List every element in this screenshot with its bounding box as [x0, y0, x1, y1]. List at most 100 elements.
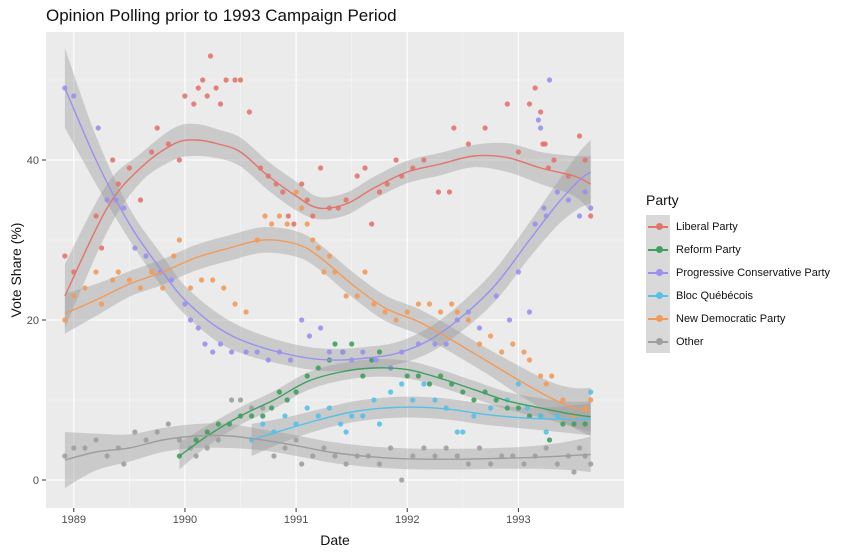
other-point	[176, 437, 182, 443]
new-democratic-party-point	[362, 269, 368, 275]
other-point	[204, 445, 210, 451]
liberal-party-point	[551, 157, 557, 163]
reform-party-point	[404, 373, 410, 379]
liberal-party-point	[257, 165, 264, 171]
liberal-party-point	[318, 165, 324, 171]
bloc-quebecois-point	[554, 413, 560, 419]
progressive-conservative-party-point	[506, 317, 513, 323]
new-democratic-party-point	[393, 317, 399, 323]
bloc-quebecois-point	[524, 405, 530, 411]
other-point	[510, 453, 516, 459]
new-democratic-party-point	[262, 213, 268, 219]
other-point	[499, 453, 505, 459]
progressive-conservative-party-point	[360, 349, 366, 355]
new-democratic-party-point	[232, 301, 238, 307]
liberal-party-point	[217, 101, 224, 107]
legend-dot-swatch	[655, 269, 663, 276]
new-democratic-party-point	[269, 221, 275, 227]
other-point	[332, 453, 338, 459]
progressive-conservative-party-point	[71, 93, 77, 99]
legend-label: New Democratic Party	[676, 312, 786, 325]
other-point	[310, 453, 316, 459]
liberal-party-point	[576, 133, 583, 139]
x-axis-title: Date	[320, 532, 350, 548]
bloc-quebecois-point	[488, 405, 494, 411]
progressive-conservative-party-point	[576, 213, 583, 219]
reform-party-point	[582, 421, 588, 427]
new-democratic-party-point	[293, 189, 299, 195]
bloc-quebecois-point	[315, 413, 321, 419]
new-democratic-party-point	[126, 277, 132, 283]
other-point	[282, 445, 288, 451]
liberal-party-point	[451, 125, 457, 131]
other-point	[62, 453, 68, 459]
reform-party-point	[276, 389, 282, 395]
reform-party-point	[284, 397, 290, 403]
legend-key-progressive-conservative-party	[646, 261, 670, 284]
other-point	[104, 453, 110, 459]
bloc-quebecois-point	[588, 389, 594, 395]
x-tick-label: 1989	[62, 514, 86, 526]
legend: Party Liberal Party Reform Party Progressi…	[646, 192, 830, 353]
bloc-quebecois-point	[460, 429, 466, 435]
progressive-conservative-party-point	[254, 349, 260, 355]
new-democratic-party-trend-line	[64, 239, 591, 413]
reform-party-point	[571, 421, 577, 427]
other-point	[321, 445, 327, 451]
liberal-party-point	[362, 165, 368, 171]
legend-dot-swatch	[655, 292, 663, 299]
other-point	[165, 421, 171, 427]
liberal-party-point	[110, 157, 116, 163]
new-democratic-party-point	[449, 301, 455, 307]
liberal-party-point	[343, 197, 349, 203]
progressive-conservative-party-point	[210, 349, 216, 355]
new-democratic-party-point	[354, 293, 360, 299]
new-democratic-party-point	[371, 301, 377, 307]
new-democratic-party-point	[171, 253, 177, 259]
liberal-party-point	[354, 173, 360, 179]
other-point	[571, 469, 577, 475]
liberal-party-point	[538, 109, 544, 115]
liberal-party-trend-line	[64, 139, 592, 297]
legend-label: Bloc Québécois	[676, 289, 754, 302]
liberal-party-point	[504, 101, 510, 107]
other-point	[93, 437, 99, 443]
reform-party-point	[515, 405, 522, 411]
legend-dot-swatch	[655, 223, 663, 230]
new-democratic-party-point	[149, 269, 155, 275]
new-democratic-party-point	[243, 309, 249, 315]
liberal-party-point	[369, 221, 375, 227]
other-point	[71, 445, 77, 451]
new-democratic-party-point	[326, 253, 332, 259]
other-point	[421, 445, 427, 451]
new-democratic-party-point	[99, 301, 105, 307]
legend-item-other: Other	[646, 330, 830, 353]
liberal-party-point	[542, 141, 548, 147]
progressive-conservative-party-point	[493, 293, 499, 299]
other-point	[410, 453, 416, 459]
progressive-conservative-party-point	[306, 333, 312, 339]
bloc-quebecois-point	[410, 397, 416, 403]
new-democratic-party-point	[404, 309, 410, 315]
other-point	[154, 429, 160, 435]
other-point	[215, 437, 221, 443]
other-point	[399, 477, 405, 483]
new-democratic-party-point	[476, 341, 483, 347]
new-democratic-party-confidence-band	[64, 227, 591, 436]
legend-item-reform-party: Reform Party	[646, 238, 830, 261]
reform-party-point	[369, 357, 375, 363]
new-democratic-party-point	[526, 357, 533, 363]
new-democratic-party-point	[560, 397, 566, 403]
new-democratic-party-point	[415, 301, 421, 307]
other-point	[576, 445, 583, 451]
progressive-conservative-party-point	[265, 357, 271, 363]
bloc-quebecois-trend-line	[251, 406, 591, 441]
progressive-conservative-party-point	[535, 117, 542, 123]
progressive-conservative-party-point	[182, 301, 188, 307]
legend-key-liberal-party	[646, 215, 670, 238]
new-democratic-party-point	[315, 245, 321, 251]
other-point	[193, 453, 199, 459]
liberal-party-point	[376, 189, 383, 195]
new-democratic-party-point	[521, 349, 527, 355]
